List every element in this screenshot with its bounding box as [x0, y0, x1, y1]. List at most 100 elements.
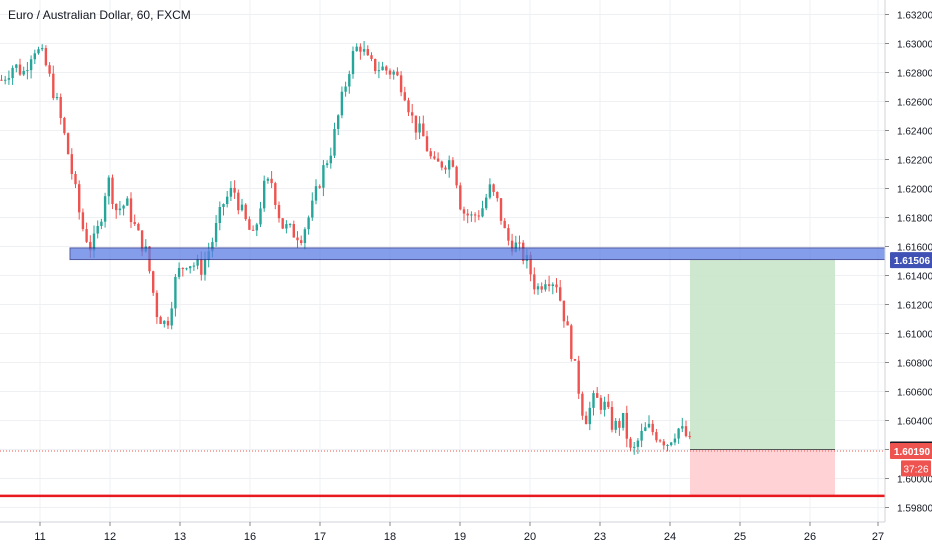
candle-body: [518, 242, 521, 244]
overlays: [690, 259, 835, 496]
candle-body: [621, 412, 625, 428]
candle-body: [573, 358, 577, 361]
y-tick-label: 1.61000: [897, 330, 932, 341]
y-tick-label: 1.60600: [897, 388, 932, 399]
candle-body: [640, 430, 643, 441]
candle-body: [100, 221, 103, 226]
candle-body: [325, 163, 329, 166]
candle-body: [48, 65, 51, 74]
candle-body: [44, 48, 48, 66]
candle-body: [377, 70, 381, 72]
candle-body: [577, 360, 580, 394]
candle-body: [584, 415, 588, 425]
candle-body: [11, 67, 14, 79]
chart-title: Euro / Australian Dollar, 60, FXCM: [8, 8, 191, 22]
x-tick-label: 18: [384, 531, 396, 543]
candle-body: [688, 436, 691, 438]
candle-body: [651, 423, 654, 433]
candle-body: [359, 46, 362, 52]
candle-body: [411, 112, 414, 116]
candle-body: [137, 223, 140, 231]
candle-body: [570, 325, 573, 359]
candle-body: [481, 208, 484, 217]
countdown-bg: [901, 460, 931, 477]
candle-body: [85, 229, 88, 242]
x-tick-label: 12: [104, 531, 116, 543]
candle-body: [666, 445, 669, 447]
candle-body: [385, 66, 388, 71]
candle-body: [503, 220, 506, 229]
candle-body: [466, 213, 469, 216]
resistance-zone: [69, 247, 886, 261]
candle-body: [344, 86, 347, 92]
candle-body: [103, 196, 107, 222]
y-tick-label: 1.61200: [897, 301, 932, 312]
candle-body: [74, 173, 77, 185]
candle-body: [596, 393, 599, 398]
price-label-bg: [890, 442, 932, 459]
candle-body: [374, 58, 377, 72]
candle-body: [462, 209, 466, 214]
y-tick-label: 1.60800: [897, 359, 932, 370]
candle-body: [259, 208, 262, 225]
candle-body: [340, 91, 344, 116]
candle-body: [507, 228, 510, 241]
candle-body: [351, 51, 355, 75]
candle-body: [214, 223, 218, 243]
candle-body: [189, 266, 192, 269]
candle-body: [263, 180, 266, 209]
candle-body: [418, 123, 421, 133]
candle-body: [33, 53, 36, 60]
candle-body: [181, 267, 184, 269]
candle-body: [66, 133, 70, 155]
y-tick-label: 1.62200: [897, 156, 932, 167]
y-tick-label: 1.60400: [897, 417, 932, 428]
candle-body: [266, 178, 270, 181]
candle-body: [166, 320, 170, 326]
candle-body: [362, 49, 366, 52]
candle-body: [348, 74, 351, 87]
candle-body: [455, 166, 458, 186]
candle-body: [436, 158, 440, 162]
candle-body: [610, 407, 614, 430]
axes: 1.598001.600001.602001.604001.606001.608…: [0, 0, 932, 543]
candle-body: [499, 198, 503, 221]
candle-body: [78, 184, 81, 213]
y-tick-label: 1.61800: [897, 214, 932, 225]
candle-body: [510, 240, 514, 252]
candle-body: [233, 187, 236, 193]
candle-body: [174, 276, 177, 309]
candle-body: [470, 214, 473, 216]
candle-body: [237, 192, 240, 211]
candle-body: [381, 66, 384, 71]
candle-body: [422, 123, 425, 137]
candle-body: [333, 128, 336, 156]
candle-body: [218, 206, 221, 224]
x-tick-label: 24: [664, 531, 676, 543]
target-zone: [690, 259, 835, 450]
y-tick-label: 1.61400: [897, 272, 932, 283]
candle-body: [177, 267, 181, 277]
candle-body: [92, 233, 96, 251]
candle-body: [200, 259, 203, 275]
grid-lines: [0, 0, 885, 522]
candle-body: [251, 229, 255, 231]
candle-body: [562, 300, 566, 322]
candle-body: [129, 198, 133, 223]
candle-body: [459, 185, 462, 210]
candle-body: [684, 426, 688, 437]
candle-body: [444, 167, 447, 170]
candle-body: [292, 224, 295, 238]
y-tick-label: 1.62600: [897, 98, 932, 109]
x-tick-label: 20: [524, 531, 536, 543]
candle-body: [140, 230, 144, 252]
candle-body: [41, 48, 44, 50]
candle-body: [658, 440, 662, 442]
candle-body: [629, 438, 632, 448]
y-tick-label: 1.63200: [897, 11, 932, 22]
candle-body: [226, 196, 229, 205]
x-tick-label: 13: [174, 531, 186, 543]
candle-body: [607, 401, 610, 408]
